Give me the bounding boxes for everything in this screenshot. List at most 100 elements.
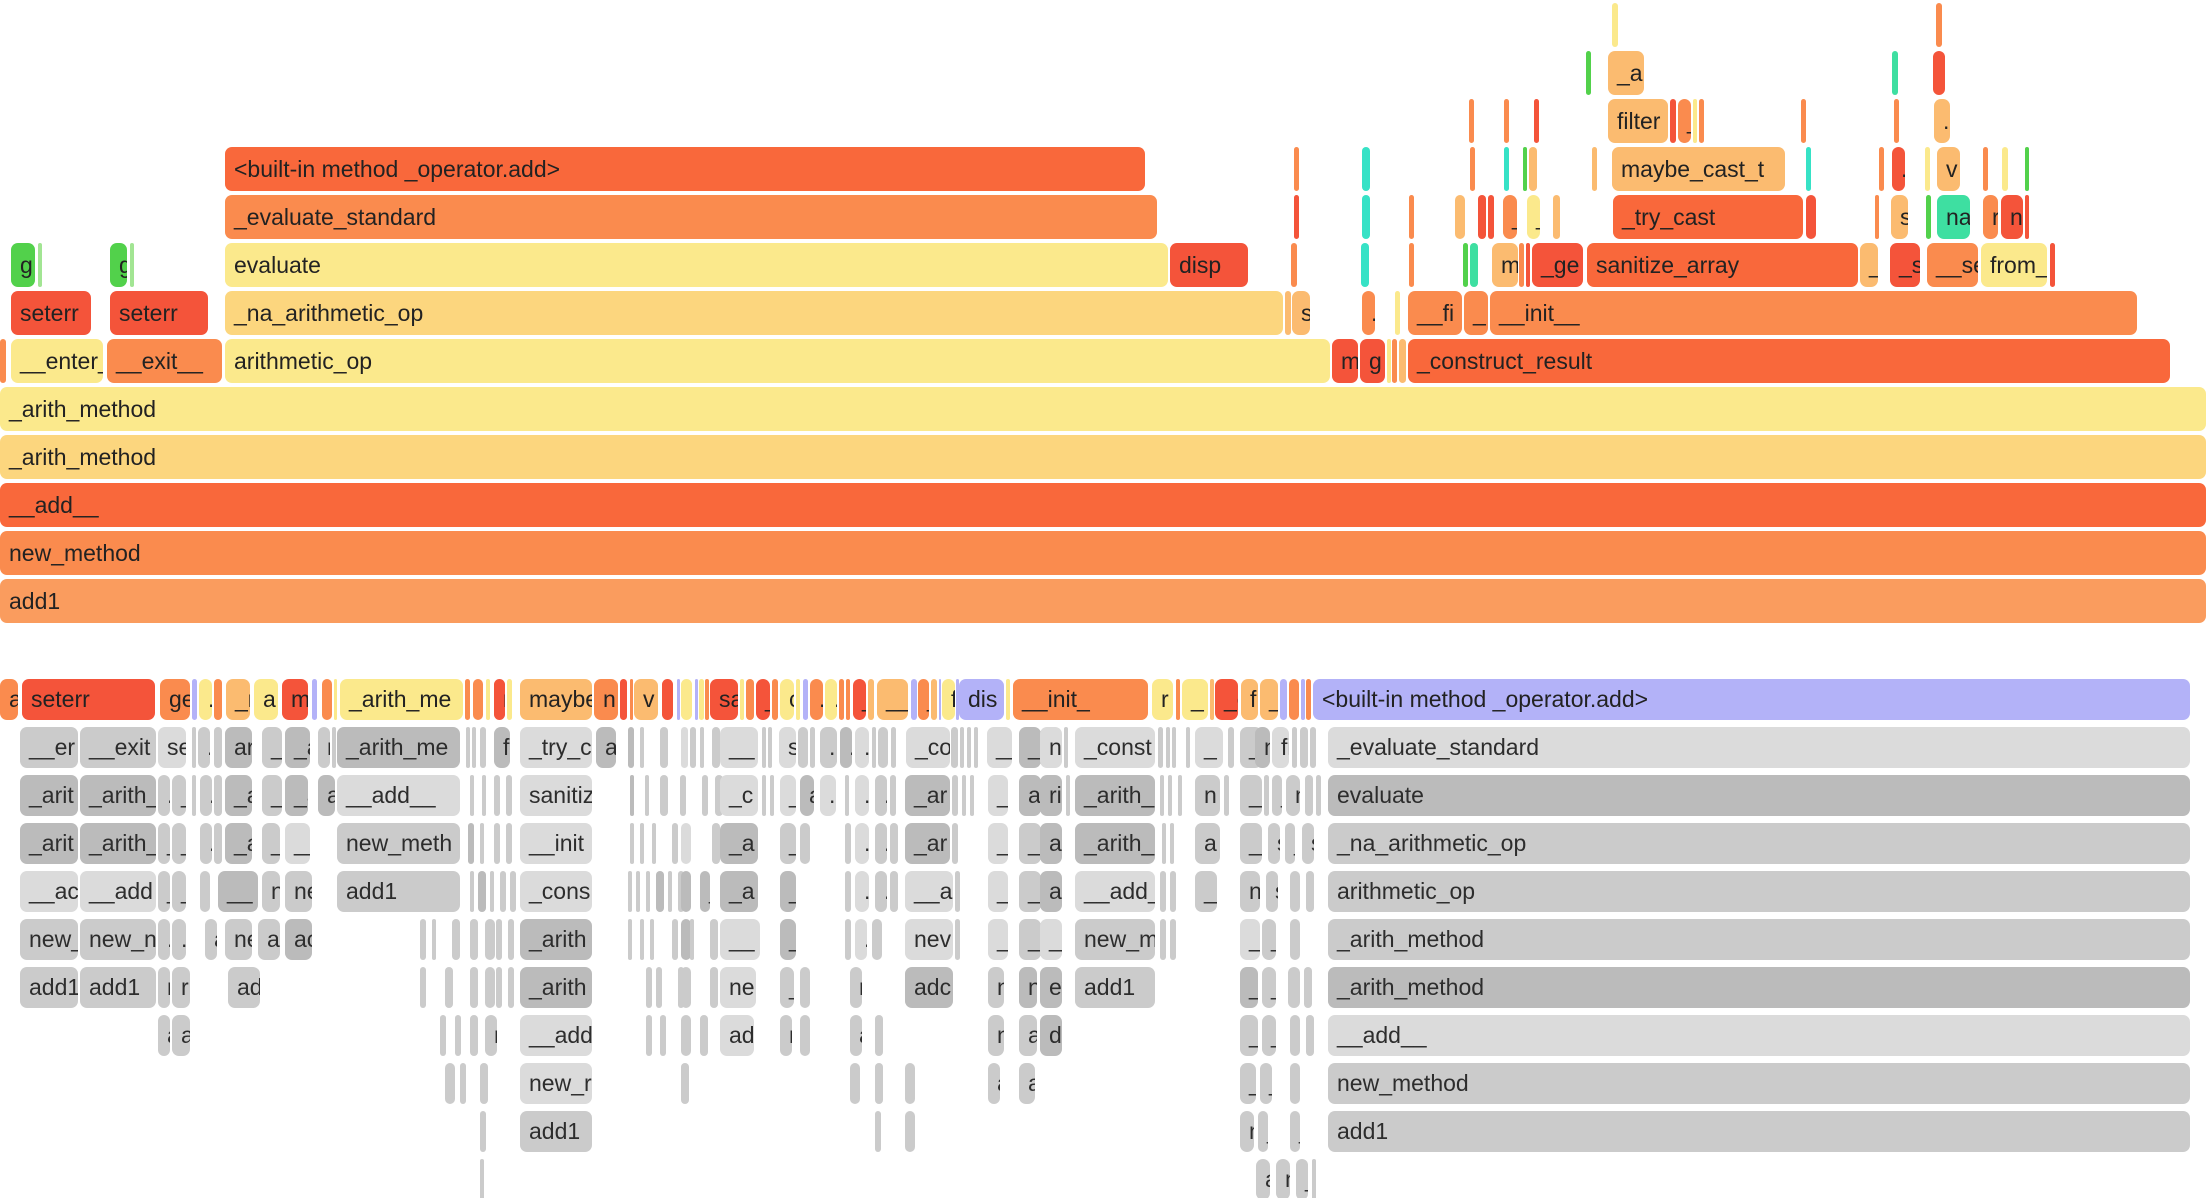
frame-_[interactable]: _ (710, 919, 718, 960)
frame-a[interactable]: a (480, 1063, 488, 1104)
frame-sliver[interactable] (640, 919, 644, 960)
frame-s[interactable]: s (779, 727, 796, 768)
frame-sliver[interactable] (646, 1015, 652, 1056)
frame-sliver[interactable] (646, 967, 652, 1008)
frame-a[interactable]: a (800, 1015, 810, 1056)
frame-_[interactable]: _ (700, 871, 710, 912)
frame-sliver[interactable] (1523, 147, 1527, 191)
frame-ad[interactable]: ad (720, 1015, 754, 1056)
frame-sliver[interactable] (455, 1015, 461, 1056)
frame-sliver[interactable] (1801, 99, 1806, 143)
frame-maybe_cast_t[interactable]: maybe_cast_t (1612, 147, 1785, 191)
frame-sliver[interactable] (875, 1111, 881, 1152)
frame-sliver[interactable] (0, 339, 6, 383)
frame-sliver[interactable]: . (681, 871, 691, 912)
frame-adc[interactable]: adc (905, 967, 953, 1008)
frame-sliver[interactable] (970, 775, 974, 816)
frame-sliver[interactable] (480, 727, 486, 768)
frame-sliver[interactable] (1294, 147, 1299, 191)
frame-ev[interactable]: ev (1040, 967, 1062, 1008)
frame-v[interactable]: v (634, 679, 658, 720)
frame-__[interactable]: __ (987, 727, 1012, 768)
frame-a[interactable]: a (800, 775, 814, 816)
frame-sliver[interactable] (740, 679, 744, 720)
frame-sliver[interactable]: . (662, 679, 673, 720)
frame-sliver[interactable]: . (172, 919, 186, 960)
frame-na[interactable]: na (1937, 195, 1970, 239)
frame-c[interactable]: c (780, 679, 794, 720)
frame-sliver[interactable] (1529, 147, 1537, 191)
frame-__fi[interactable]: __fi (1408, 291, 1462, 335)
frame-sliver[interactable] (1292, 727, 1297, 768)
frame-sliver[interactable] (677, 679, 680, 720)
frame-sliver[interactable] (1176, 679, 1180, 720)
frame-_ge[interactable]: _ge (1532, 243, 1583, 287)
frame-_co[interactable]: _co (906, 727, 950, 768)
frame-sliver[interactable] (1304, 967, 1312, 1008)
frame-n[interactable]: n (1276, 1159, 1290, 1198)
frame-sliver[interactable] (636, 871, 640, 912)
frame-sliver[interactable] (1504, 99, 1509, 143)
frame-_[interactable]: _ (1240, 823, 1262, 864)
frame-sliver[interactable] (1553, 195, 1560, 239)
frame-sliver[interactable] (1478, 195, 1486, 239)
frame-sliver[interactable] (1312, 1159, 1316, 1198)
frame-ac[interactable]: ac (285, 919, 312, 960)
frame-sliver[interactable] (1670, 99, 1676, 143)
frame-sliver[interactable] (1301, 679, 1305, 720)
frame-_[interactable]: _ (1019, 871, 1041, 912)
frame-_[interactable]: _ (715, 775, 723, 816)
frame-sliver[interactable]: . (855, 871, 869, 912)
frame-r[interactable]: r (780, 1015, 792, 1056)
frame-new_meth[interactable]: new_meth (337, 823, 460, 864)
frame-r[interactable]: r (700, 1015, 708, 1056)
frame-sliver[interactable] (796, 679, 800, 720)
frame-add1[interactable]: add1 (80, 967, 156, 1008)
frame-sliver[interactable] (1160, 775, 1164, 816)
frame-maybe[interactable]: maybe (520, 679, 592, 720)
frame-_[interactable]: _ (1195, 871, 1217, 912)
frame-_na_arithmetic_op[interactable]: _na_arithmetic_op (1328, 823, 2190, 864)
frame-i[interactable]: i (931, 679, 937, 720)
frame-sanitize_array[interactable]: sanitize_array (1587, 243, 1858, 287)
frame-sliver[interactable] (1066, 775, 1070, 816)
frame-sliver[interactable] (620, 679, 627, 720)
frame-_[interactable]: _ (780, 823, 796, 864)
frame-sliver[interactable] (1168, 775, 1172, 816)
frame-a[interactable]: a (205, 919, 217, 960)
frame-sliver[interactable] (628, 727, 634, 768)
frame-a[interactable]: a (1019, 775, 1041, 816)
frame-n[interactable]: n (2001, 195, 2023, 239)
frame-sliver[interactable] (214, 727, 222, 768)
frame-new_method[interactable]: new_method (1328, 1063, 2190, 1104)
frame-sliver[interactable] (955, 919, 960, 960)
frame-sliver[interactable] (967, 727, 971, 768)
frame-sliver[interactable] (1519, 243, 1524, 287)
frame-sliver[interactable] (845, 871, 851, 912)
frame-s[interactable]: s (1292, 291, 1310, 335)
frame-arithmetic_op[interactable]: arithmetic_op (225, 339, 1330, 383)
frame-sliver[interactable]: . (470, 967, 478, 1008)
frame-sliver[interactable] (652, 823, 656, 864)
frame-sliver[interactable] (1612, 3, 1618, 47)
frame-g[interactable]: g (1360, 339, 1385, 383)
frame-sliver[interactable] (1699, 99, 1704, 143)
frame-n[interactable]: n (594, 679, 618, 720)
frame-sliver[interactable]: . (1362, 291, 1375, 335)
frame-sliver[interactable] (1186, 727, 1190, 768)
frame-add1[interactable]: add1 (337, 871, 460, 912)
frame-sliver[interactable] (130, 243, 134, 287)
frame-ne[interactable]: ne (720, 967, 756, 1008)
frame-add1[interactable]: add1 (20, 967, 78, 1008)
frame-__[interactable]: __ (218, 871, 258, 912)
frame-sliver[interactable] (810, 727, 815, 768)
frame-a[interactable]: a (850, 1063, 860, 1104)
frame-evaluate[interactable]: evaluate (225, 243, 1168, 287)
frame-sliver[interactable] (312, 679, 317, 720)
frame-sliver[interactable] (1392, 339, 1397, 383)
frame-sliver[interactable] (955, 871, 960, 912)
frame-n[interactable]: n (988, 1015, 1004, 1056)
frame-s[interactable]: s (1302, 823, 1314, 864)
frame-_a[interactable]: _a (285, 775, 308, 816)
frame-sliver[interactable]: . (1806, 195, 1816, 239)
